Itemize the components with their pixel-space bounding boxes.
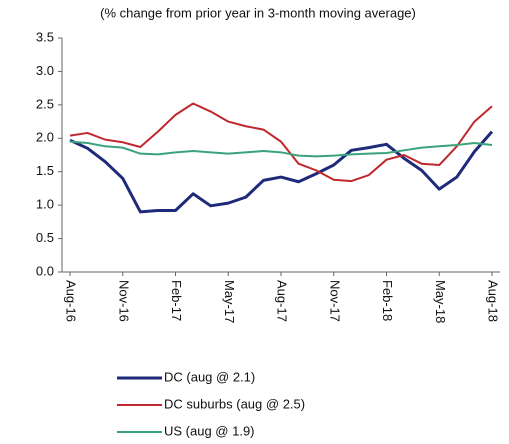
x-tick-label: Nov-17 [327, 280, 342, 322]
legend-label: DC suburbs (aug @ 2.5) [164, 396, 305, 411]
y-tick-label: 3.5 [36, 29, 54, 44]
y-tick-label: 0.0 [36, 263, 54, 278]
x-tick-label: May-18 [433, 280, 448, 323]
y-tick-label: 1.0 [36, 197, 54, 212]
y-tick-label: 0.5 [36, 230, 54, 245]
x-tick-label: Feb-17 [169, 280, 184, 321]
y-tick-label: 1.5 [36, 163, 54, 178]
series-line [69, 102, 493, 183]
x-tick-label: Aug-18 [486, 280, 501, 322]
x-tick-label: Aug-16 [64, 280, 79, 322]
x-tick-label: Feb-18 [380, 280, 395, 321]
y-tick-label: 3.0 [36, 63, 54, 78]
series-line [69, 140, 493, 158]
y-tick-label: 2.0 [36, 130, 54, 145]
chart-subtitle: (% change from prior year in 3-month mov… [100, 5, 416, 20]
legend-label: US (aug @ 1.9) [164, 423, 255, 438]
x-tick-label: May-17 [222, 280, 237, 323]
x-tick-label: Nov-16 [116, 280, 131, 322]
y-tick-label: 2.5 [36, 96, 54, 111]
legend-label: DC (aug @ 2.1) [164, 369, 255, 384]
x-tick-label: Aug-17 [275, 280, 290, 322]
series-line [69, 130, 494, 214]
